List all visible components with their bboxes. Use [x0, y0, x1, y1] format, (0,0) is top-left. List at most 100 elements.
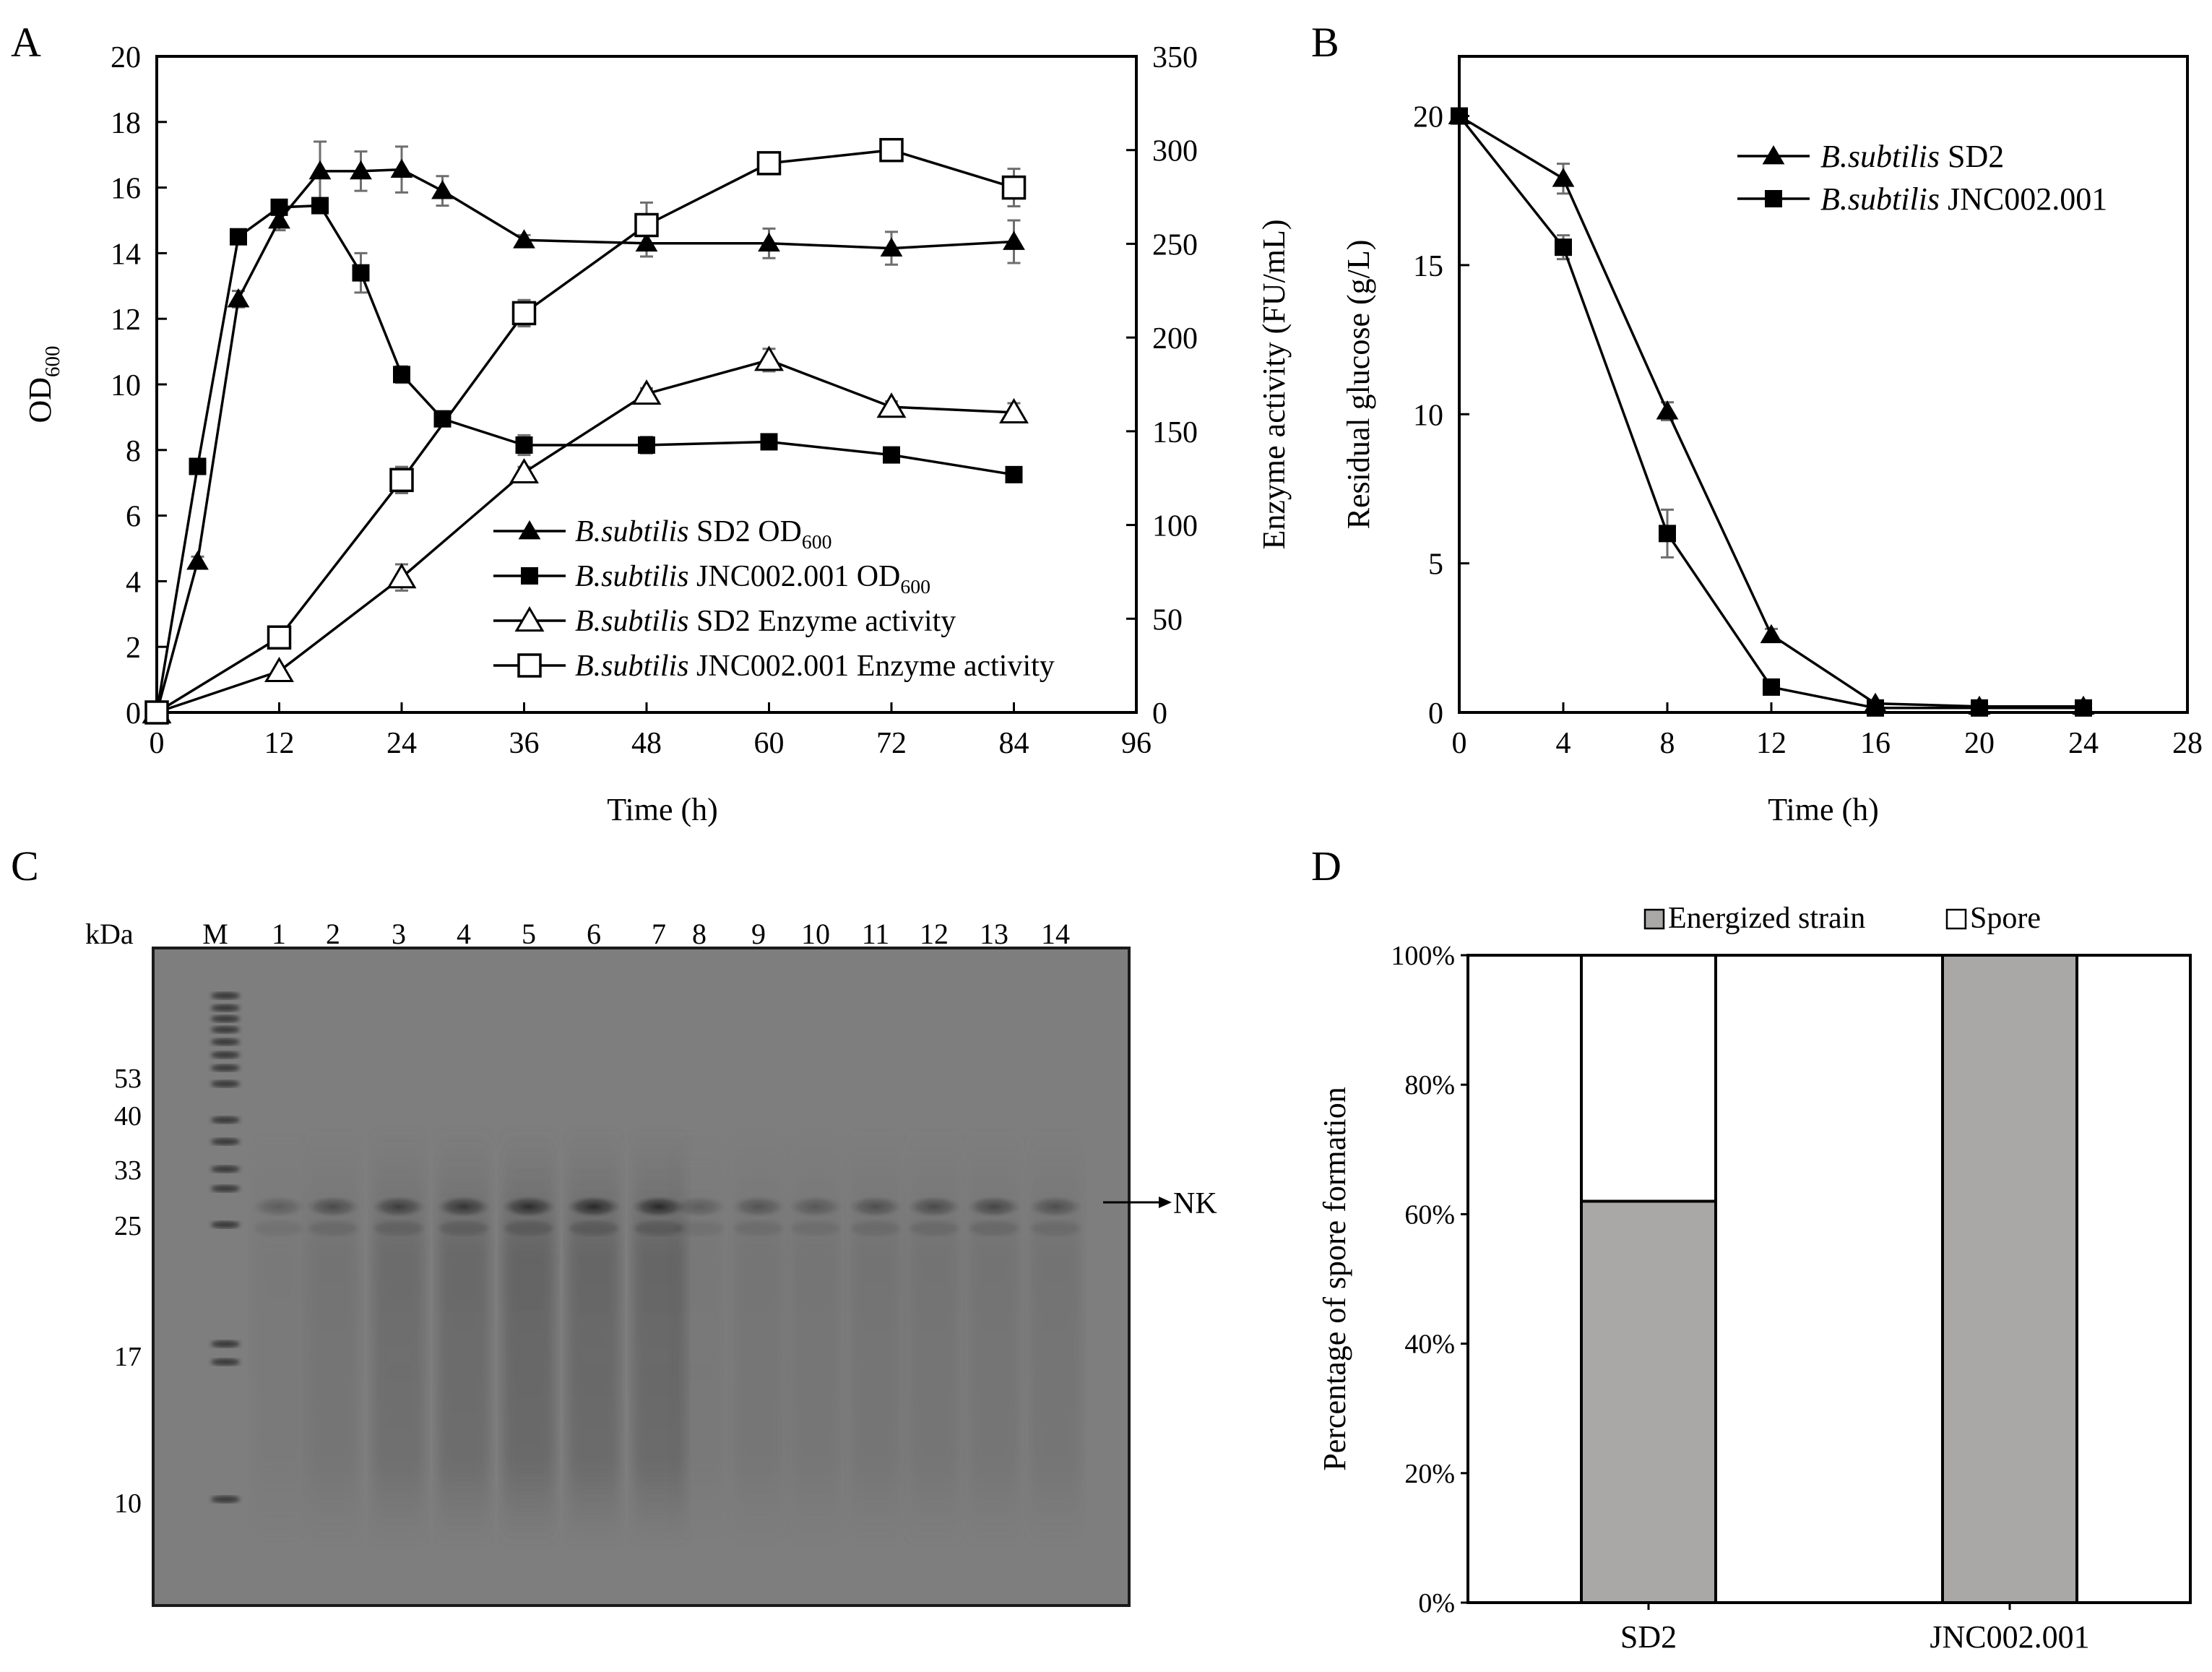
gel-nk-band — [848, 1196, 903, 1218]
panel-b-y-axis-label: Residual glucose (g/L) — [1341, 240, 1376, 530]
data-point-s1-10 — [760, 433, 778, 451]
x-tick-label: 72 — [876, 727, 907, 760]
gel-lower-band — [734, 1221, 783, 1236]
gel-nk-band — [672, 1196, 727, 1218]
ladder-band — [211, 1026, 240, 1033]
y-tick-label: 20% — [1404, 1459, 1455, 1489]
gel-smear — [438, 1127, 490, 1546]
data-point-s1-8 — [515, 436, 533, 454]
gel-lower-band — [308, 1221, 358, 1236]
data-point-s1-5 — [352, 264, 370, 282]
gel-smear — [968, 1127, 1020, 1546]
legend-swatch — [1643, 908, 1665, 930]
data-point-s0-2 — [1656, 400, 1679, 420]
legend-label: B.subtilis SD2 Enzyme activity — [575, 605, 956, 638]
legend-marker — [514, 606, 545, 632]
bar-SD2-1 — [1580, 954, 1717, 1203]
gel-lower-band — [1031, 1221, 1080, 1236]
data-point-s2-5 — [754, 345, 784, 371]
data-point-s0-4 — [308, 160, 332, 180]
legend-label: Energized strain — [1668, 902, 1865, 935]
legend-label: B.subtilis SD2 OD600 — [575, 515, 831, 553]
gel-mw-label: 53 — [114, 1064, 142, 1094]
panel-label-c: C — [11, 843, 39, 889]
gel-nk-band — [501, 1196, 556, 1218]
gel-smear — [908, 1127, 960, 1546]
data-point-s1-11 — [883, 446, 900, 464]
ladder-band — [211, 1064, 240, 1072]
gel-mw-label: 17 — [114, 1342, 142, 1372]
legend-marker — [518, 520, 541, 540]
y-tick-label: 16 — [111, 173, 141, 206]
data-point-s0-5 — [350, 160, 372, 180]
y-tick-label: 40% — [1404, 1330, 1455, 1360]
data-point-s1-6 — [2075, 699, 2092, 717]
data-point-s2-4 — [631, 379, 662, 405]
x-tick-label: 28 — [2172, 727, 2203, 760]
gel-lane-label: 1 — [272, 918, 286, 950]
gel-smear — [1029, 1127, 1081, 1546]
gel-nk-band — [566, 1196, 621, 1218]
ladder-band — [211, 1165, 240, 1173]
gel-lane-label: 3 — [392, 918, 406, 950]
panel-b-plot-frame — [1458, 55, 2189, 714]
y-tick-label: 100% — [1391, 941, 1455, 971]
data-point-s0-12 — [1003, 230, 1025, 250]
ladder-band — [211, 1038, 240, 1046]
gel-lane-label: 13 — [980, 918, 1008, 950]
gel-nk-bands — [251, 1196, 1083, 1236]
x-tick-label: 12 — [1756, 727, 1787, 760]
panel-d-plot-frame — [1466, 954, 2192, 1604]
panel-label-d: D — [1311, 843, 1342, 889]
gel-nk-band — [1028, 1196, 1083, 1218]
data-point-s0-1 — [1552, 168, 1575, 187]
x-tick-label: 0 — [150, 727, 165, 760]
data-point-s0-2 — [227, 288, 250, 308]
data-point-s2-2 — [386, 563, 417, 589]
data-point-s1-3 — [1763, 678, 1780, 696]
y-tick-label: 6 — [126, 501, 141, 534]
gel-lower-band — [791, 1221, 840, 1236]
x-tick-label: 60 — [754, 727, 785, 760]
x-tick-label: 0 — [1452, 727, 1467, 760]
data-point-s1-1 — [189, 457, 207, 475]
x-tick-label: 36 — [509, 727, 540, 760]
legend-label: B.subtilis JNC002.001 Enzyme activity — [575, 650, 1055, 683]
gel-nk-band — [631, 1196, 686, 1218]
gel-smear — [850, 1127, 902, 1546]
legend-marker — [521, 567, 538, 585]
x-tick-label: 48 — [631, 727, 662, 760]
gel-smear — [673, 1127, 725, 1546]
legend-label: B.subtilis JNC002.001 OD600 — [575, 560, 930, 598]
gel-ladder — [211, 992, 240, 1503]
gel-smear — [253, 1127, 305, 1546]
y-tick-label: 0 — [126, 697, 141, 731]
gel-lane-label: 4 — [457, 918, 471, 950]
gel-lower-band — [439, 1221, 488, 1236]
y-tick-label: 0 — [1428, 697, 1443, 731]
bar-SD2-0 — [1580, 1199, 1717, 1604]
gel-lane-label: 5 — [522, 918, 536, 950]
gel-lane-label: 8 — [692, 918, 707, 950]
data-point-s1-7 — [433, 410, 452, 428]
y-tick-label: 60% — [1404, 1199, 1455, 1230]
gel-lower-band — [969, 1221, 1019, 1236]
y-tick-label: 20 — [111, 41, 141, 74]
y-tick-label: 4 — [126, 566, 141, 599]
y2-tick-label: 300 — [1152, 135, 1198, 168]
y-tick-label: 0% — [1418, 1588, 1455, 1619]
gel-lower-band — [851, 1221, 900, 1236]
x-tick-label: 84 — [999, 727, 1029, 760]
series-line-3 — [156, 148, 1015, 714]
y2-tick-label: 350 — [1152, 41, 1198, 74]
panel-label-a: A — [11, 19, 41, 66]
bar-JNC002.001-0 — [1941, 954, 2078, 1604]
data-point-s2-1 — [264, 656, 294, 683]
y2-tick-label: 50 — [1152, 603, 1183, 637]
gel-lower-band — [634, 1221, 683, 1236]
data-point-s3-3 — [511, 301, 537, 326]
gel-smear — [733, 1127, 785, 1546]
